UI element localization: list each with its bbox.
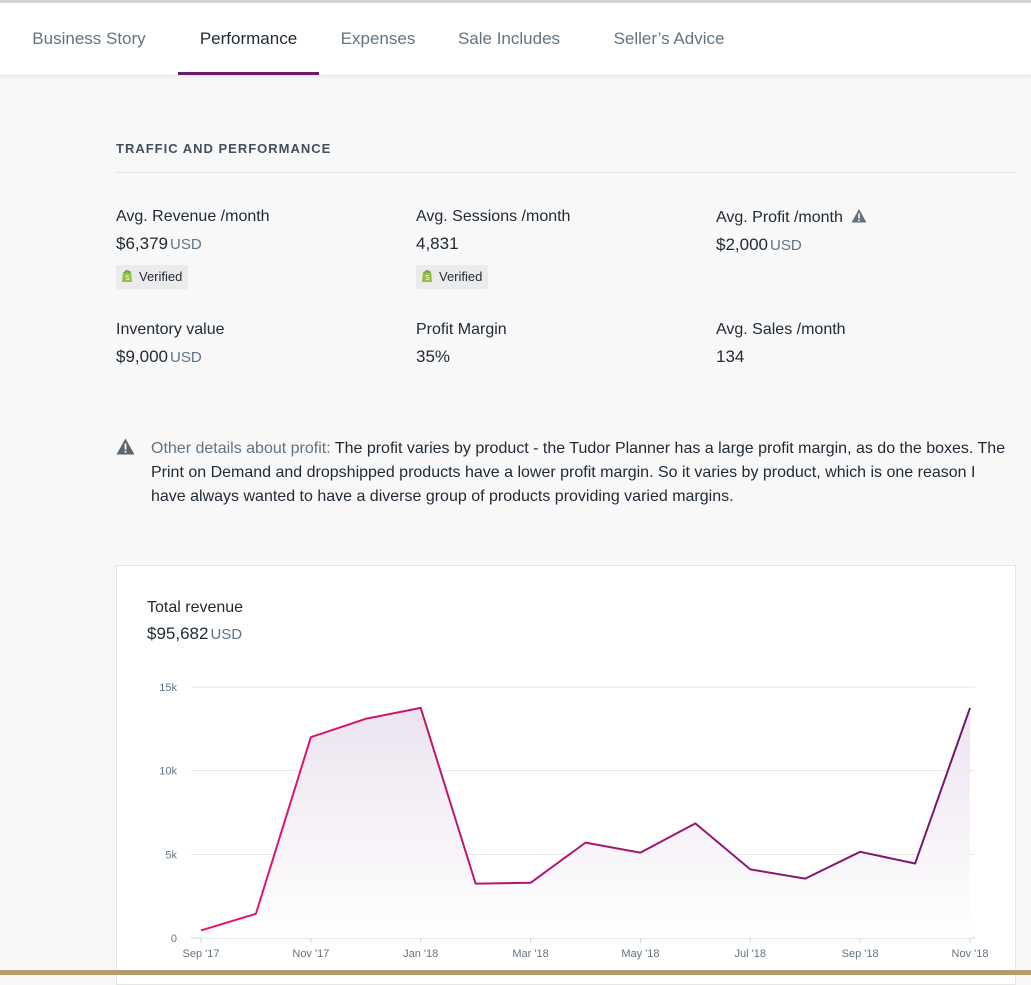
metric-label: Avg. Sales /month — [716, 321, 846, 338]
badge-label: Verified — [439, 269, 483, 284]
tab-performance[interactable]: Performance — [178, 3, 319, 75]
metric-value: 134 — [716, 347, 745, 366]
revenue-area — [201, 707, 970, 938]
y-tick-label: 5k — [165, 849, 177, 861]
section-divider — [116, 172, 1016, 173]
shopify-bag-icon: S — [422, 270, 432, 282]
note-text: Other details about profit: The profit v… — [151, 437, 1011, 509]
y-tick-label: 0 — [171, 933, 177, 945]
active-tab-indicator — [178, 72, 319, 75]
warning-icon — [116, 438, 135, 455]
total-revenue-card: Total revenue $95,682 USD 0 5k 10k 15k Sep '1… — [116, 565, 1016, 985]
revenue-line — [200, 706, 971, 932]
x-tick-label: Jan '18 — [403, 948, 438, 960]
metric-label: Avg. Sessions /month — [416, 208, 571, 225]
metric-value: 35% — [416, 347, 451, 366]
note-lead: Other details about profit: — [151, 440, 331, 457]
metric-label: Profit Margin — [416, 321, 507, 338]
tab-business-story[interactable]: Business Story — [20, 3, 158, 75]
metric-value: $9,000 USD — [116, 347, 202, 366]
section-title: TRAFFIC AND PERFORMANCE — [116, 141, 332, 156]
top-border — [0, 0, 1031, 3]
revenue-chart: 0 5k 10k 15k Sep '17 Nov '17 Jan '18 Mar '18 May… — [159, 682, 989, 960]
metric-avg-revenue: Avg. Revenue /month $6,379 USD — [116, 208, 270, 254]
tab-expenses[interactable]: Expenses — [330, 3, 426, 75]
section-tab-bar: Business Story Performance Expenses Sale… — [0, 3, 1031, 76]
y-tick-label: 10k — [159, 766, 177, 778]
metric-label: Inventory value — [116, 321, 225, 338]
metric-value: $6,379 USD — [116, 234, 202, 253]
x-tick-label: Nov '17 — [292, 948, 329, 960]
tab-label: Seller’s Advice — [613, 29, 725, 48]
tab-sale-includes[interactable]: Sale Includes — [448, 3, 570, 75]
tab-sellers-advice[interactable]: Seller’s Advice — [604, 3, 734, 75]
metric-label: Avg. Revenue /month — [116, 208, 270, 225]
warning-icon[interactable] — [851, 208, 867, 224]
bottom-border — [0, 970, 1031, 975]
metric-profit-margin: Profit Margin 35% — [416, 321, 507, 367]
metric-value: 4,831 — [416, 234, 459, 253]
tab-label: Sale Includes — [457, 29, 561, 48]
card-title: Total revenue — [147, 599, 244, 616]
x-tick-label: Nov '18 — [952, 948, 989, 960]
metric-avg-sessions: Avg. Sessions /month 4,831 — [416, 208, 570, 254]
x-tick-label: Mar '18 — [512, 948, 548, 960]
y-tick-label: 15k — [159, 682, 177, 694]
svg-text:S: S — [425, 274, 430, 282]
verified-badge: S Verified — [416, 265, 489, 289]
x-tick-label: May '18 — [621, 948, 659, 960]
x-tick-label: Sep '17 — [183, 948, 220, 960]
x-tick-label: Sep '18 — [842, 948, 879, 960]
tab-label: Business Story — [32, 29, 146, 48]
badge-label: Verified — [139, 269, 183, 284]
shopify-bag-icon: S — [122, 270, 132, 282]
metric-value: $2,000 USD — [716, 235, 802, 254]
metric-avg-profit: Avg. Profit /month $2,000 USD — [716, 208, 867, 255]
tab-label: Expenses — [340, 29, 416, 48]
tab-label: Performance — [199, 29, 298, 48]
note-body: The profit varies by product - the Tudor… — [151, 440, 1006, 505]
metric-avg-sales: Avg. Sales /month 134 — [716, 321, 846, 367]
metric-inventory-value: Inventory value $9,000 USD — [116, 321, 225, 367]
verified-badge: S Verified — [116, 265, 189, 289]
metric-label: Avg. Profit /month — [716, 208, 867, 227]
x-tick-label: Jul '18 — [735, 948, 766, 960]
card-value: $95,682 USD — [147, 624, 243, 643]
svg-text:S: S — [125, 274, 130, 282]
